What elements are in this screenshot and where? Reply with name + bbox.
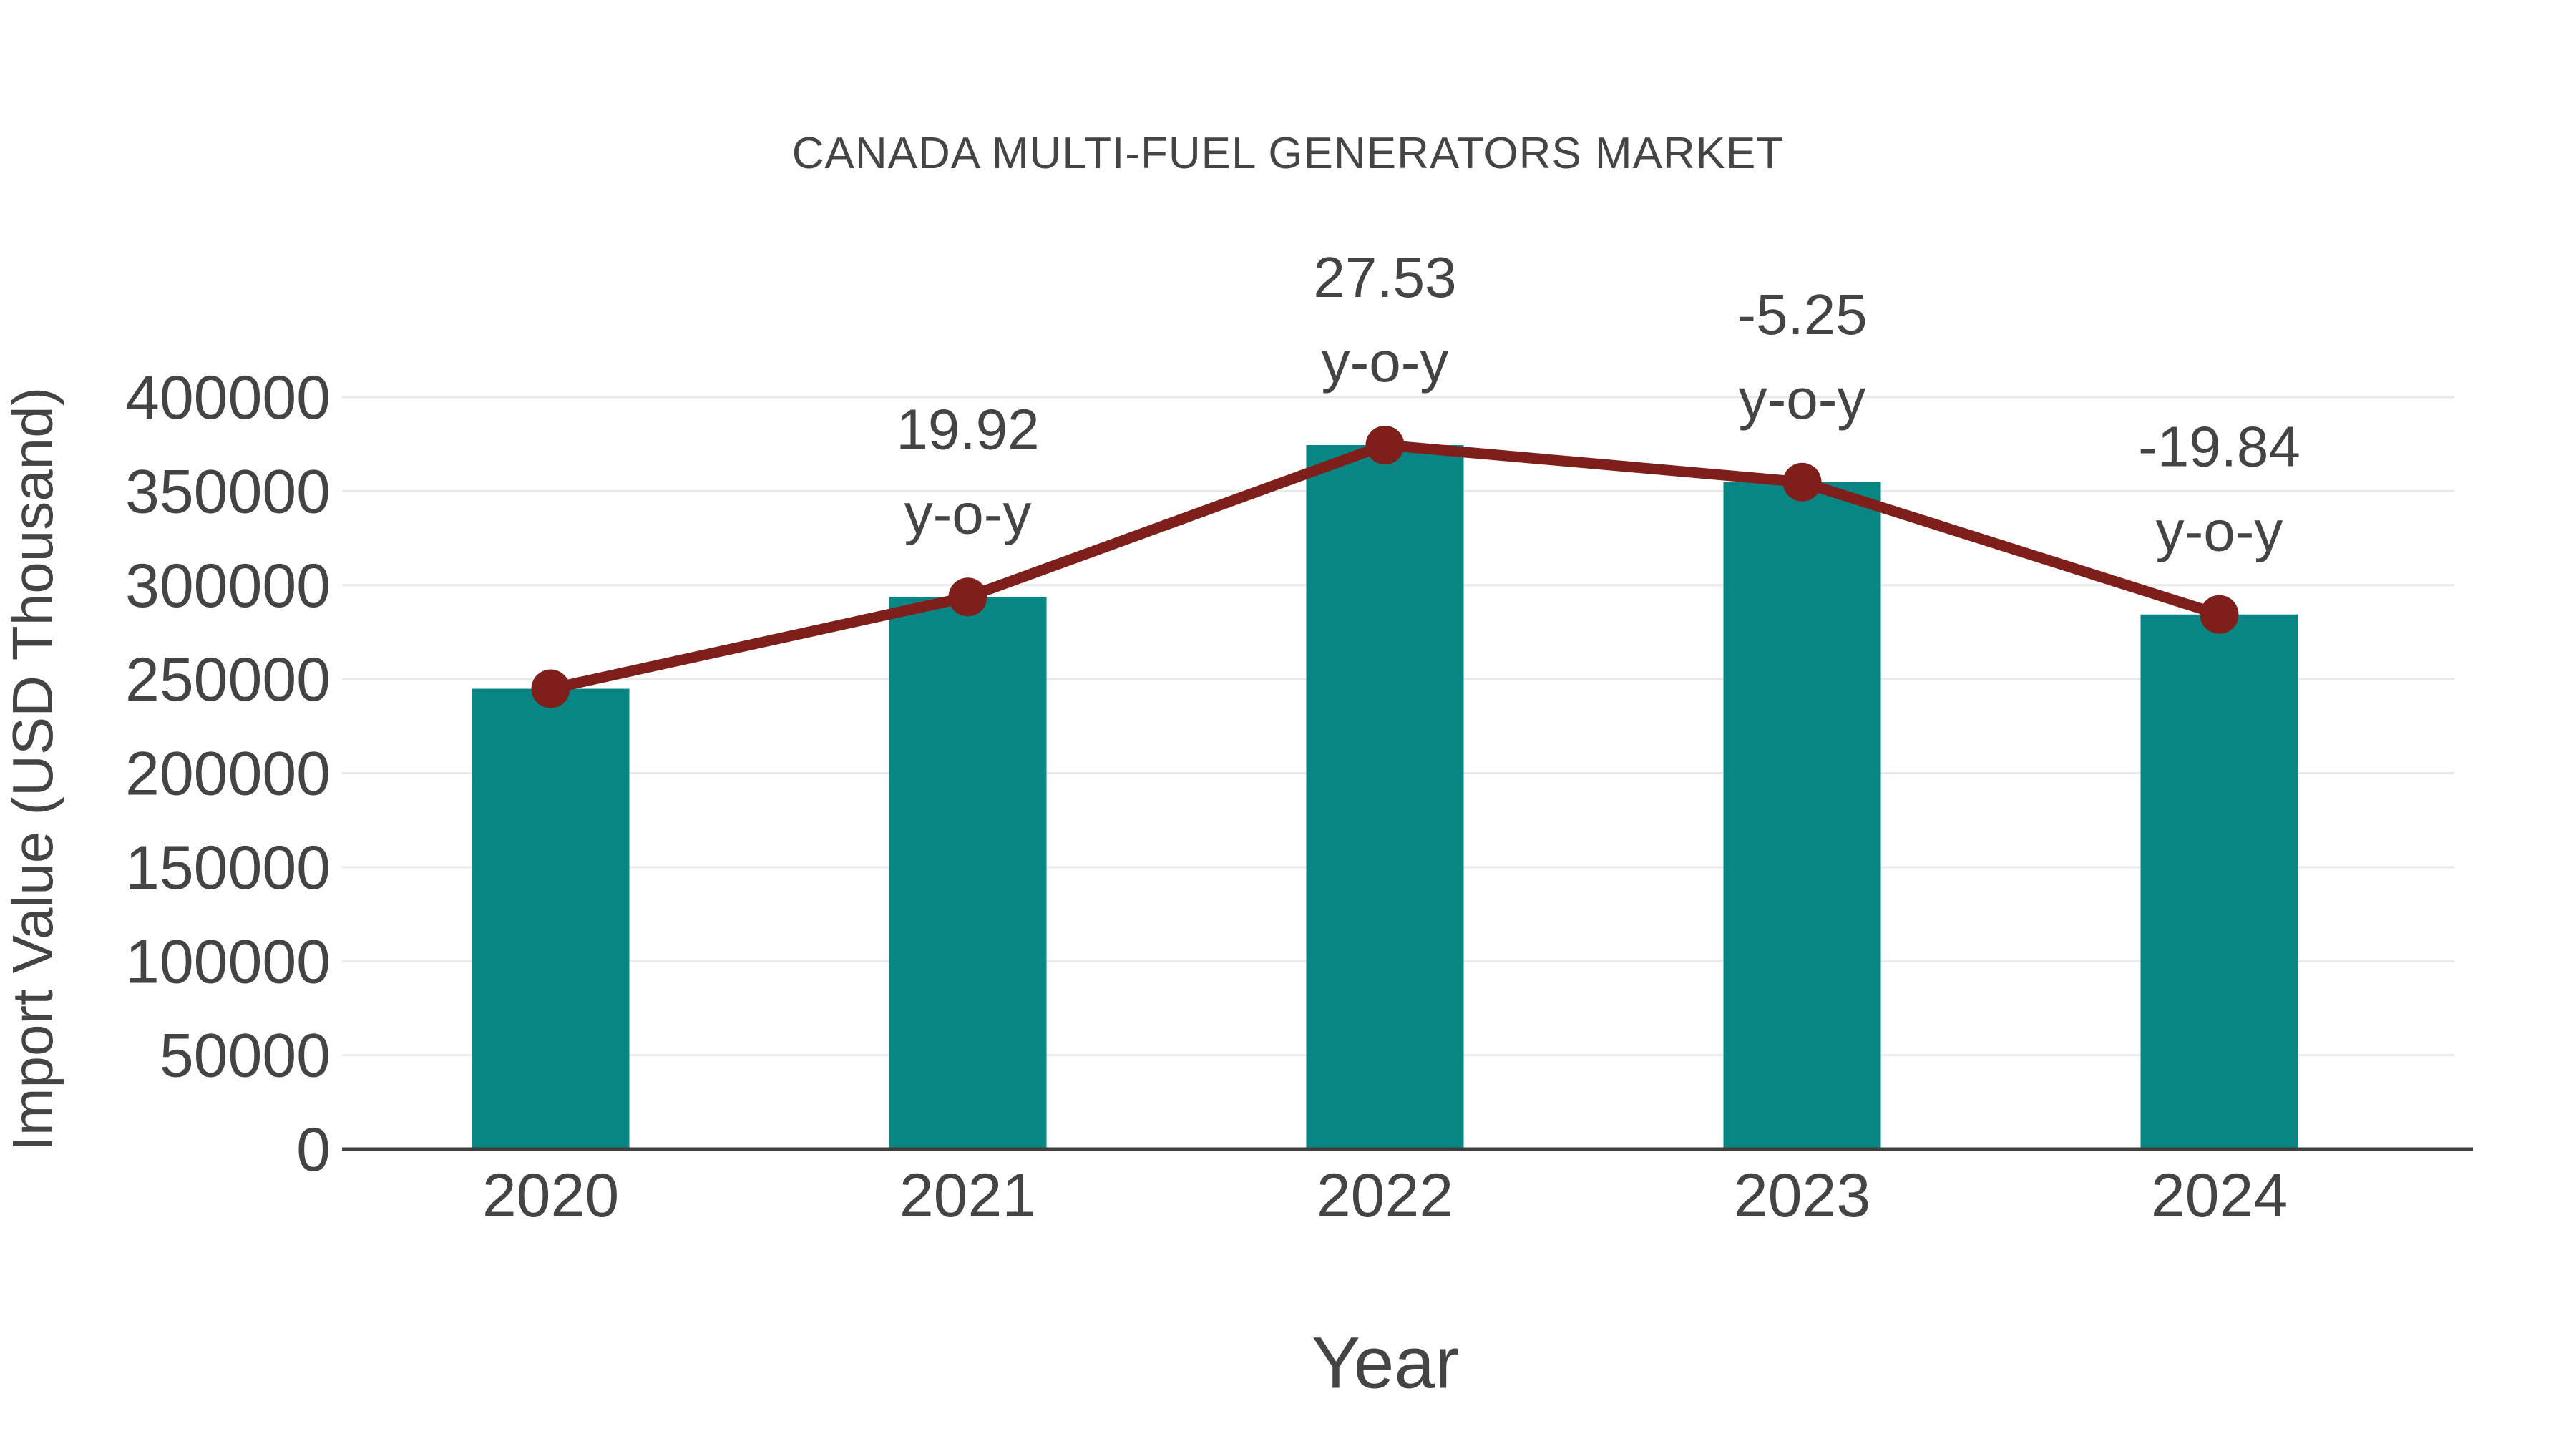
annotation-2021-value: 19.92 [896, 397, 1039, 461]
annotation-2023-value: -5.25 [1737, 283, 1867, 346]
bar-2022 [1306, 445, 1464, 1149]
x-tick-label-2024: 2024 [2151, 1161, 2288, 1230]
bar-2021 [889, 597, 1047, 1149]
x-tick-label-2021: 2021 [899, 1161, 1036, 1230]
annotation-2024-value: -19.84 [2138, 415, 2301, 479]
x-tick-label-2022: 2022 [1317, 1161, 1453, 1230]
bar-2024 [2140, 614, 2298, 1149]
annotation-2022-value: 27.53 [1313, 245, 1456, 309]
y-tick-label-400000: 400000 [125, 364, 331, 432]
y-tick-label-150000: 150000 [125, 834, 331, 902]
y-tick-label-300000: 300000 [125, 552, 331, 620]
marker-2020 [531, 669, 570, 708]
marker-2022 [1365, 426, 1405, 465]
annotation-2023-label: y-o-y [1739, 367, 1866, 431]
x-tick-label-2020: 2020 [482, 1161, 619, 1230]
bar-2020 [472, 688, 630, 1149]
y-tick-label-50000: 50000 [160, 1022, 331, 1091]
marker-2023 [1782, 462, 1822, 502]
y-tick-label-350000: 350000 [125, 457, 331, 526]
y-tick-label-100000: 100000 [125, 927, 331, 996]
x-tick-label-2023: 2023 [1734, 1161, 1870, 1230]
annotation-2021-label: y-o-y [904, 482, 1032, 545]
x-axis-title: Year [1311, 1322, 1460, 1404]
bar-2023 [1723, 482, 1881, 1149]
y-tick-label-250000: 250000 [125, 645, 331, 714]
y-tick-label-0: 0 [296, 1116, 331, 1184]
y-tick-label-200000: 200000 [125, 740, 331, 809]
marker-2024 [2200, 595, 2239, 634]
chart-title: CANADA MULTI-FUEL GENERATORS MARKET [791, 129, 1785, 178]
annotation-2022-label: y-o-y [1322, 330, 1449, 394]
annotation-2024-label: y-o-y [2156, 499, 2283, 563]
marker-2021 [948, 577, 987, 617]
